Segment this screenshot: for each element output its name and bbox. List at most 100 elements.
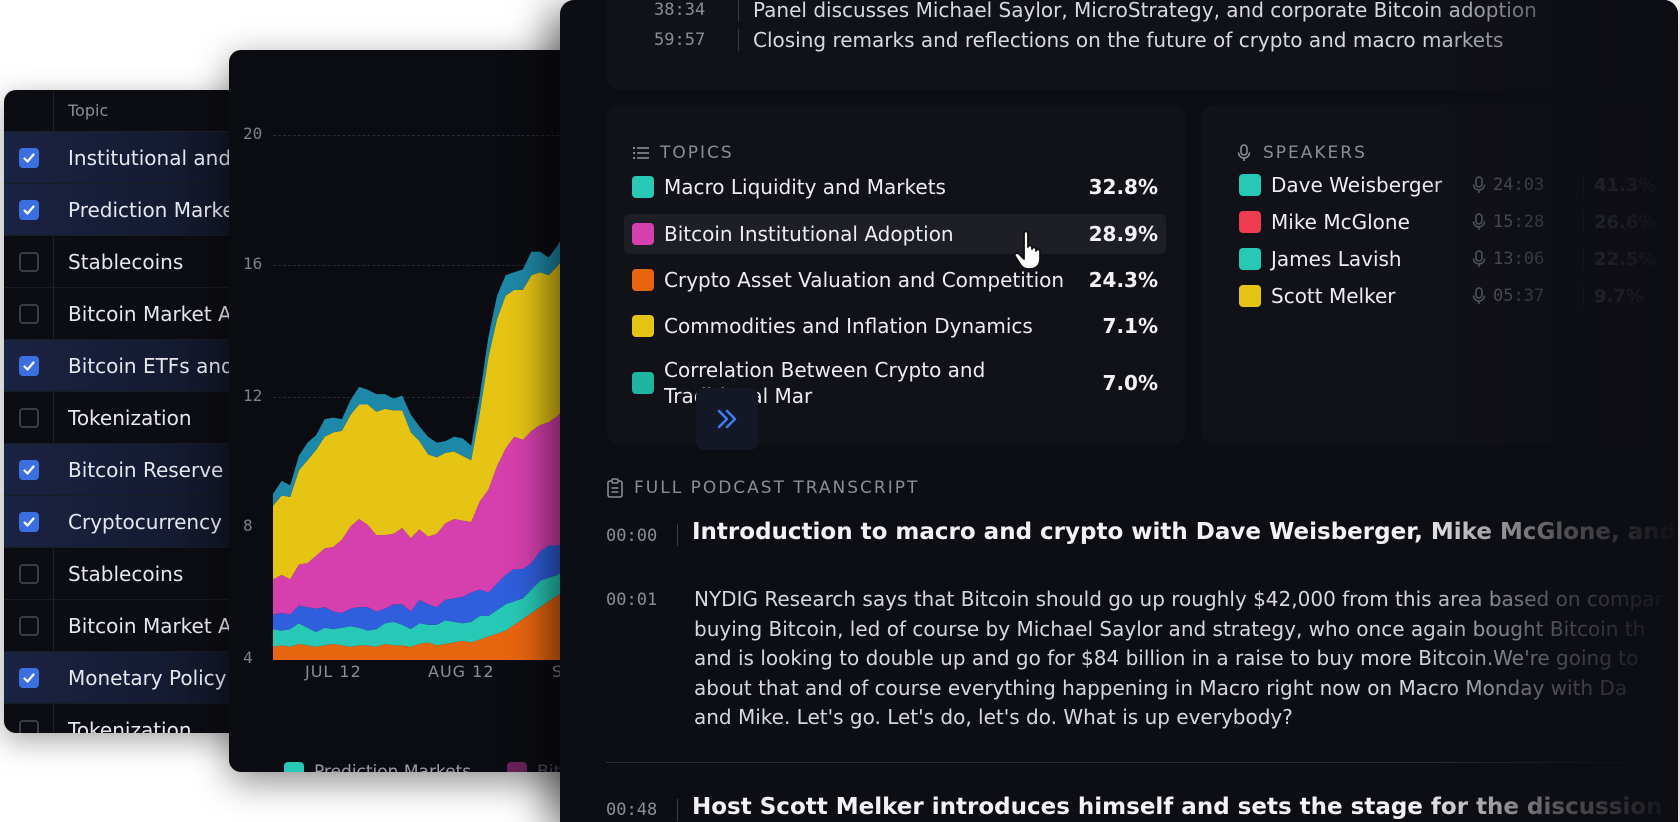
- grid-line: [273, 135, 609, 136]
- divider: [738, 0, 739, 21]
- grid-line: [273, 265, 609, 266]
- table-row[interactable]: Cryptocurrency: [4, 496, 264, 548]
- transcript-section-heading: Host Scott Melker introduces himself and…: [692, 794, 1663, 820]
- expand-button[interactable]: [696, 388, 758, 450]
- podcast-detail-panel: 38:34 Panel discusses Michael Saylor, Mi…: [560, 0, 1678, 822]
- chart-legend: Prediction Markets Bitc: [284, 762, 570, 772]
- topic-filter-table: Topic Institutional and Prediction Marke S…: [4, 90, 264, 733]
- chapter-title: Panel discusses Michael Saylor, MicroStr…: [753, 0, 1537, 22]
- topic-name: Bitcoin Institutional Adoption: [664, 222, 954, 246]
- area-series: [273, 239, 609, 580]
- row-checkbox[interactable]: [18, 147, 39, 168]
- divider: [738, 29, 739, 51]
- topic-item[interactable]: Bitcoin Institutional Adoption 28.9%: [624, 214, 1166, 254]
- topic-percentage: 24.3%: [1088, 268, 1158, 292]
- topic-item[interactable]: Crypto Asset Valuation and Competition 2…: [624, 260, 1166, 300]
- table-row[interactable]: Bitcoin Market Ar: [4, 288, 264, 340]
- table-body: Institutional and Prediction Marke Stablec…: [4, 132, 264, 733]
- topic-name: Macro Liquidity and Markets: [664, 175, 946, 199]
- topic-percentage: 7.1%: [1102, 314, 1158, 338]
- speaker-item[interactable]: Scott Melker 05:37 9.7%: [1239, 278, 1678, 314]
- table-row[interactable]: Bitcoin Reserve A: [4, 444, 264, 496]
- checkbox-cell: [4, 132, 54, 183]
- legend-label: Bitc: [537, 762, 570, 772]
- legend-item[interactable]: Bitc: [507, 762, 570, 772]
- row-checkbox[interactable]: [18, 719, 39, 733]
- row-checkbox[interactable]: [18, 511, 39, 532]
- area-series: [273, 577, 609, 660]
- transcript-timestamp[interactable]: 00:01: [606, 590, 658, 610]
- table-row[interactable]: Institutional and: [4, 132, 264, 184]
- table-row[interactable]: Bitcoin ETFs and: [4, 340, 264, 392]
- chapter-timestamp: 38:34: [654, 0, 706, 20]
- checkmark-icon: [22, 464, 35, 475]
- microphone-icon: [1472, 176, 1486, 193]
- table-row[interactable]: Stablecoins: [4, 236, 264, 288]
- row-checkbox[interactable]: [18, 303, 39, 324]
- topic-label: Bitcoin Reserve A: [68, 457, 244, 482]
- table-row[interactable]: Tokenization: [4, 704, 264, 733]
- speaker-color-swatch: [1239, 285, 1261, 307]
- checkmark-icon: [22, 516, 35, 527]
- checkbox-cell: [4, 340, 54, 391]
- divider: [1583, 211, 1584, 233]
- divider: [1583, 174, 1584, 196]
- chapter-item[interactable]: 59:57 Closing remarks and reflections on…: [654, 28, 1503, 52]
- speaker-item[interactable]: James Lavish 13:06 22.5%: [1239, 241, 1678, 277]
- row-checkbox[interactable]: [18, 667, 39, 688]
- topic-item[interactable]: Macro Liquidity and Markets 32.8%: [624, 167, 1166, 207]
- row-checkbox[interactable]: [18, 563, 39, 584]
- checkbox-cell: [4, 444, 54, 495]
- transcript-timestamp[interactable]: 00:48: [606, 800, 658, 820]
- topic-percentage: 32.8%: [1088, 175, 1158, 199]
- clipboard-icon: [607, 478, 623, 498]
- legend-item[interactable]: Prediction Markets: [284, 762, 471, 772]
- table-row[interactable]: Monetary Policy: [4, 652, 264, 704]
- transcript-section-title: FULL PODCAST TRANSCRIPT: [606, 478, 919, 498]
- topic-label: Bitcoin Market Ar: [68, 301, 240, 326]
- checkbox-cell: [4, 704, 54, 733]
- area-series: [273, 389, 609, 615]
- y-tick-label: 4: [243, 648, 253, 667]
- checkmark-icon: [22, 204, 35, 215]
- divider: [677, 524, 678, 546]
- topic-label: Bitcoin Market Ar: [68, 613, 240, 638]
- divider: [1583, 285, 1584, 307]
- row-checkbox[interactable]: [18, 355, 39, 376]
- row-checkbox[interactable]: [18, 251, 39, 272]
- topic-label: Bitcoin ETFs and: [68, 353, 234, 378]
- row-checkbox[interactable]: [18, 407, 39, 428]
- row-checkbox[interactable]: [18, 199, 39, 220]
- table-row[interactable]: Prediction Marke: [4, 184, 264, 236]
- table-row[interactable]: Tokenization: [4, 392, 264, 444]
- transcript-timestamp[interactable]: 00:00: [606, 526, 658, 546]
- checkmark-icon: [22, 672, 35, 683]
- x-tick-label: AUG 12: [428, 662, 495, 681]
- speaker-percentage: 9.7%: [1594, 285, 1644, 307]
- topic-color-swatch: [632, 223, 654, 245]
- y-tick-label: 12: [243, 386, 263, 405]
- chapter-item[interactable]: 38:34 Panel discusses Michael Saylor, Mi…: [654, 0, 1537, 22]
- transcript-section-heading: Introduction to macro and crypto with Da…: [692, 519, 1678, 545]
- y-tick-label: 8: [243, 516, 253, 535]
- topic-percentage: 28.9%: [1088, 222, 1158, 246]
- speaker-color-swatch: [1239, 248, 1261, 270]
- transcript-label: FULL PODCAST TRANSCRIPT: [634, 478, 920, 498]
- table-row[interactable]: Bitcoin Market Ar: [4, 600, 264, 652]
- transcript-line: buying Bitcoin, led of course by Michael…: [694, 616, 1646, 641]
- speaker-item[interactable]: Dave Weisberger 24:03 41.3%: [1239, 167, 1678, 203]
- table-row[interactable]: Stablecoins: [4, 548, 264, 600]
- chapters-list: 38:34 Panel discusses Michael Saylor, Mi…: [606, 0, 1616, 90]
- speaker-name: Scott Melker: [1271, 284, 1396, 308]
- microphone-icon: [1472, 287, 1486, 304]
- topic-item[interactable]: Commodities and Inflation Dynamics 7.1%: [624, 306, 1166, 346]
- checkbox-cell: [4, 652, 54, 703]
- speaker-item[interactable]: Mike McGlone 15:28 26.6%: [1239, 204, 1678, 240]
- speaker-name: Mike McGlone: [1271, 210, 1410, 234]
- row-checkbox[interactable]: [18, 615, 39, 636]
- legend-label: Prediction Markets: [314, 762, 472, 772]
- speaker-percentage: 26.6%: [1594, 211, 1657, 233]
- row-checkbox[interactable]: [18, 459, 39, 480]
- checkmark-icon: [22, 152, 35, 163]
- topic-name: Crypto Asset Valuation and Competition: [664, 268, 1065, 292]
